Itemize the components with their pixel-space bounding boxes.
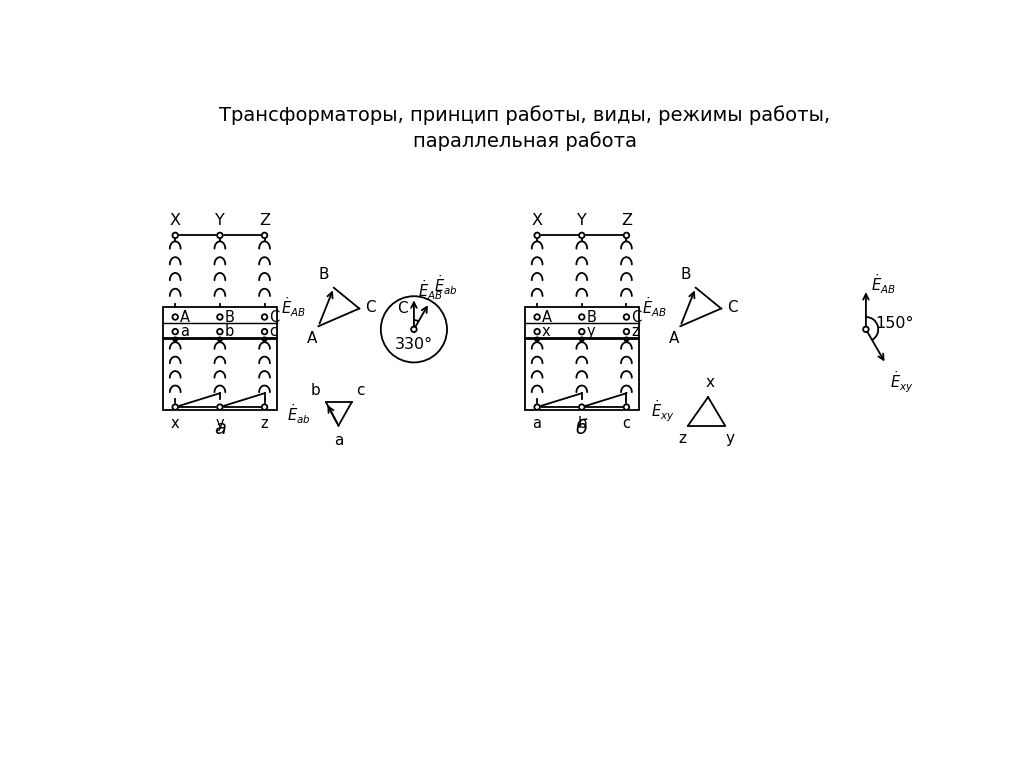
Circle shape [262, 233, 267, 238]
Text: c: c [269, 324, 278, 339]
Circle shape [625, 337, 629, 342]
Circle shape [535, 404, 540, 410]
Text: b: b [311, 383, 321, 398]
Text: $\dot{E}_{AB}$: $\dot{E}_{AB}$ [870, 272, 895, 296]
Text: $\dot{E}_{ab}$: $\dot{E}_{ab}$ [434, 273, 458, 296]
Text: C: C [366, 300, 376, 315]
Text: Y: Y [215, 213, 224, 227]
Text: параллельная работа: параллельная работа [413, 131, 637, 151]
Circle shape [579, 233, 585, 238]
Circle shape [579, 314, 585, 319]
Circle shape [863, 326, 868, 332]
Circle shape [217, 329, 222, 334]
Circle shape [412, 326, 417, 332]
Circle shape [217, 314, 222, 319]
Text: y: y [216, 415, 224, 431]
Text: b: b [578, 415, 587, 431]
Circle shape [579, 404, 585, 410]
Circle shape [172, 314, 178, 319]
Text: 330°: 330° [395, 337, 433, 352]
Text: $\dot{E}_{AB}$: $\dot{E}_{AB}$ [642, 295, 668, 319]
Text: C: C [269, 310, 280, 325]
Bar [524, 307, 639, 339]
Text: z: z [679, 431, 687, 446]
Text: 150°: 150° [876, 316, 913, 331]
Text: $\dot{E}_{AB}$: $\dot{E}_{AB}$ [418, 278, 442, 302]
Text: Z: Z [621, 213, 632, 227]
Text: Трансформаторы, принцип работы, виды, режимы работы,: Трансформаторы, принцип работы, виды, ре… [219, 105, 830, 125]
Circle shape [262, 337, 266, 342]
Text: а: а [214, 419, 226, 439]
Text: B: B [587, 310, 596, 325]
Circle shape [173, 337, 177, 342]
Text: c: c [356, 383, 365, 398]
Text: C: C [727, 300, 738, 315]
Circle shape [262, 404, 267, 410]
Circle shape [624, 329, 629, 334]
Text: C: C [397, 301, 408, 316]
Circle shape [535, 314, 540, 319]
Text: A: A [542, 310, 552, 325]
Text: $\dot{E}_{xy}$: $\dot{E}_{xy}$ [890, 369, 913, 395]
Circle shape [217, 404, 222, 410]
Text: a: a [334, 433, 343, 449]
Circle shape [217, 233, 222, 238]
Circle shape [579, 329, 585, 334]
Text: Y: Y [577, 213, 587, 227]
Bar [163, 307, 276, 339]
Bar [163, 338, 276, 410]
Text: B: B [681, 266, 691, 282]
Text: a: a [180, 324, 188, 339]
Circle shape [535, 337, 540, 342]
Text: b: b [224, 324, 233, 339]
Circle shape [580, 337, 584, 342]
Text: C: C [631, 310, 641, 325]
Text: A: A [180, 310, 189, 325]
Circle shape [624, 314, 629, 319]
Text: B: B [224, 310, 234, 325]
Circle shape [172, 404, 178, 410]
Text: $\dot{E}_{xy}$: $\dot{E}_{xy}$ [650, 399, 674, 424]
Circle shape [172, 329, 178, 334]
Text: z: z [631, 324, 639, 339]
Text: y: y [587, 324, 595, 339]
Circle shape [218, 337, 222, 342]
Text: A: A [307, 331, 317, 346]
Text: X: X [531, 213, 543, 227]
Text: $\dot{E}_{ab}$: $\dot{E}_{ab}$ [287, 402, 310, 425]
Circle shape [624, 404, 629, 410]
Text: $\dot{E}_{AB}$: $\dot{E}_{AB}$ [281, 295, 305, 319]
Circle shape [624, 233, 629, 238]
Text: Z: Z [259, 213, 270, 227]
Text: x: x [542, 324, 550, 339]
Circle shape [262, 314, 267, 319]
Text: б: б [575, 419, 588, 439]
Text: a: a [532, 415, 542, 431]
Bar [524, 338, 639, 410]
Circle shape [172, 233, 178, 238]
Text: z: z [261, 415, 268, 431]
Text: B: B [318, 266, 329, 282]
Circle shape [535, 329, 540, 334]
Text: X: X [170, 213, 180, 227]
Circle shape [262, 329, 267, 334]
Text: c: c [623, 415, 631, 431]
Text: x: x [171, 415, 179, 431]
Text: A: A [669, 331, 679, 346]
Circle shape [535, 233, 540, 238]
Text: y: y [725, 431, 734, 446]
Text: x: x [706, 375, 715, 390]
